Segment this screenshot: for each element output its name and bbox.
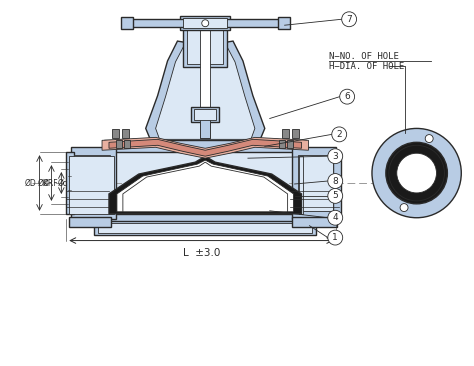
Bar [183, 27, 227, 67]
Bar [292, 217, 337, 227]
Bar [121, 17, 133, 29]
Bar [124, 140, 130, 148]
Bar [279, 140, 284, 148]
Bar [183, 18, 227, 28]
Bar [292, 130, 299, 138]
Text: ØD: ØD [25, 179, 36, 187]
Bar [282, 130, 289, 138]
Circle shape [328, 149, 343, 164]
Text: ØK: ØK [37, 179, 48, 187]
Circle shape [328, 230, 343, 245]
Text: 5: 5 [332, 191, 338, 201]
Bar [201, 29, 210, 138]
Circle shape [342, 12, 356, 27]
Circle shape [425, 135, 433, 142]
Text: 7: 7 [346, 15, 352, 24]
Circle shape [328, 173, 343, 188]
Polygon shape [155, 43, 255, 139]
Polygon shape [123, 162, 288, 212]
Text: 1: 1 [332, 233, 338, 242]
Text: 4: 4 [332, 213, 338, 222]
Bar [71, 147, 116, 219]
Bar [116, 140, 122, 148]
Circle shape [202, 20, 209, 27]
Text: N−NO. OF HOLE: N−NO. OF HOLE [329, 52, 399, 61]
Text: 3: 3 [332, 152, 338, 161]
Bar [187, 30, 223, 64]
Bar [194, 109, 216, 120]
Bar [122, 130, 129, 138]
Circle shape [328, 210, 343, 225]
Bar [191, 107, 219, 123]
Bar [104, 140, 307, 152]
Text: H−DIA. OF HOLE: H−DIA. OF HOLE [329, 62, 404, 71]
Polygon shape [102, 137, 309, 158]
Bar [333, 152, 341, 214]
Text: Ød: Ød [57, 179, 68, 187]
Bar [94, 221, 316, 235]
Text: ØRF: ØRF [43, 179, 58, 187]
Circle shape [400, 203, 408, 212]
Circle shape [340, 89, 355, 104]
Bar [69, 217, 111, 227]
Text: 8: 8 [332, 176, 338, 186]
Bar [98, 223, 312, 233]
Polygon shape [117, 160, 293, 212]
Polygon shape [109, 139, 301, 156]
Polygon shape [146, 41, 265, 140]
Text: 6: 6 [344, 92, 350, 101]
Bar [299, 156, 303, 214]
Bar [66, 152, 74, 214]
Circle shape [332, 127, 346, 142]
Bar [112, 130, 119, 138]
Text: 2: 2 [337, 130, 342, 139]
Circle shape [386, 142, 447, 204]
Circle shape [397, 153, 437, 193]
Bar [278, 17, 290, 29]
Bar [69, 156, 114, 214]
Circle shape [328, 188, 343, 203]
Bar [287, 140, 292, 148]
Polygon shape [109, 156, 301, 214]
Bar [298, 155, 333, 211]
Bar [104, 148, 307, 218]
Bar [131, 19, 280, 27]
Circle shape [372, 128, 461, 218]
Text: L  ±3.0: L ±3.0 [182, 249, 220, 258]
Bar [292, 147, 336, 219]
Bar [74, 155, 110, 211]
Bar [181, 16, 230, 30]
Bar [201, 119, 210, 138]
Bar [104, 214, 307, 226]
